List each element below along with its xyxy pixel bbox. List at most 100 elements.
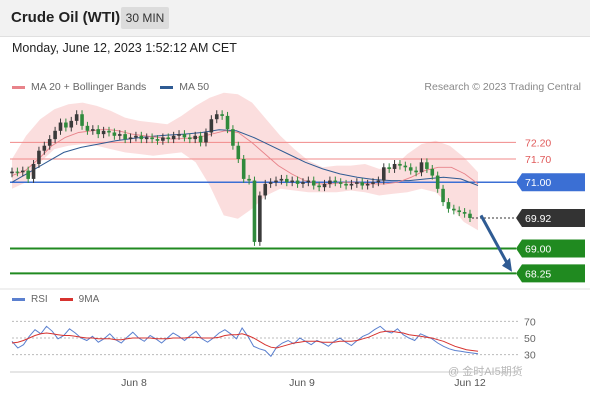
- legend-swatch-ma20: [12, 85, 25, 89]
- candle-body: [20, 170, 25, 173]
- chart-header: Crude Oil (WTI) 30 MIN: [0, 0, 590, 37]
- candle-body: [290, 180, 294, 183]
- rsi-tick-70: 70: [524, 316, 536, 328]
- candle-body: [295, 180, 300, 184]
- candle-body: [338, 182, 343, 184]
- candle-body: [274, 180, 278, 183]
- ma20-line: [11, 128, 479, 185]
- candle-body: [301, 182, 305, 184]
- candle-body: [236, 145, 241, 159]
- candle-body: [112, 132, 117, 136]
- candle-body: [468, 213, 472, 219]
- candle-body: [26, 170, 30, 179]
- candle-body: [333, 180, 338, 183]
- candle-body: [231, 129, 235, 146]
- level-label-68-25: 68.25: [525, 268, 551, 280]
- candle-body: [263, 183, 268, 196]
- watermark: @ 金时AI5期货: [448, 366, 523, 378]
- candle-body: [107, 130, 111, 133]
- legend-item-rsi: RSI: [12, 294, 48, 305]
- candle-body: [117, 134, 122, 136]
- candle-body: [64, 122, 68, 128]
- candle-body: [241, 159, 246, 179]
- candle-body: [462, 212, 467, 214]
- candle-body: [252, 180, 257, 242]
- forecast-arrow-shaft: [479, 214, 510, 266]
- legend-swatch-rsi: [12, 298, 25, 301]
- x-tick-jun-8: Jun 8: [121, 377, 147, 389]
- candle-body: [53, 130, 57, 140]
- level-label-69-92-tag: [516, 209, 585, 228]
- candle-body: [365, 183, 370, 186]
- candle-body: [349, 183, 354, 186]
- candle-body: [311, 180, 316, 186]
- candle-body: [123, 134, 127, 140]
- candle-body: [376, 180, 381, 183]
- candle-body: [91, 129, 95, 131]
- candle-body: [47, 139, 52, 146]
- chart-datetime: Monday, June 12, 2023 1:52:12 AM CET: [12, 41, 237, 55]
- candle-body: [161, 137, 165, 141]
- candle-body: [177, 134, 181, 136]
- candle-body: [247, 178, 251, 181]
- level-label-72-20: 72.20: [525, 137, 551, 149]
- candle-body: [171, 135, 176, 140]
- legend-item-ma50: MA 50: [160, 81, 209, 93]
- legend-item-9ma: 9MA: [59, 294, 100, 305]
- candle-body: [381, 167, 386, 181]
- level-label-69-00: 69.00: [525, 244, 551, 256]
- candle-body: [446, 202, 451, 209]
- candle-body: [430, 168, 435, 176]
- candle-body: [306, 180, 311, 183]
- candle-body: [360, 182, 365, 186]
- rsi-line: [11, 325, 479, 358]
- legend-label-rsi: RSI: [31, 294, 48, 305]
- candle-body: [74, 114, 79, 121]
- candle-body: [398, 163, 402, 166]
- legend-label-9ma: 9MA: [78, 294, 100, 305]
- candle-body: [328, 180, 332, 184]
- candle-body: [344, 183, 348, 186]
- candle-body: [10, 171, 14, 174]
- candle-body: [139, 135, 144, 140]
- price-legend: MA 20 + Bollinger Bands MA 50: [12, 81, 223, 93]
- timeframe-badge[interactable]: 30 MIN: [121, 7, 169, 29]
- candle-body: [403, 165, 408, 168]
- candle-body: [419, 162, 424, 173]
- rsi-tick-30: 30: [524, 350, 536, 362]
- candle-body: [220, 114, 224, 116]
- candle-body: [317, 185, 321, 188]
- candle-body: [371, 182, 375, 184]
- legend-item-ma20: MA 20 + Bollinger Bands: [12, 81, 146, 93]
- candle-body: [258, 195, 262, 242]
- level-label-69-92: 69.92: [525, 213, 551, 225]
- candle-body: [96, 129, 101, 135]
- candle-body: [144, 137, 149, 140]
- forecast-arrow-head: [502, 257, 512, 272]
- level-label-71-00-tag: [516, 173, 585, 192]
- candle-body: [37, 150, 41, 164]
- candle-body: [214, 114, 219, 120]
- candle-body: [355, 182, 359, 184]
- candle-body: [425, 162, 429, 169]
- instrument-title: Crude Oil (WTI): [11, 9, 121, 26]
- candle-body: [204, 132, 208, 143]
- candle-body: [392, 163, 397, 169]
- candle-body: [182, 134, 187, 138]
- ma50-line: [11, 129, 479, 186]
- candle-body: [209, 119, 214, 133]
- candle-body: [387, 167, 391, 169]
- candle-body: [15, 171, 20, 173]
- level-label-71-70: 71.70: [525, 154, 551, 166]
- candle-body: [435, 175, 440, 189]
- level-label-69-00-tag: [516, 239, 585, 258]
- candle-body: [101, 130, 106, 135]
- rsi-legend: RSI 9MA: [12, 294, 111, 305]
- candle-body: [408, 167, 413, 171]
- candle-body: [457, 210, 462, 213]
- candle-body: [268, 182, 273, 184]
- candle-body: [279, 178, 284, 181]
- x-tick-jun-12: Jun 12: [454, 377, 486, 389]
- candle-body: [128, 137, 133, 140]
- candle-body: [42, 145, 47, 151]
